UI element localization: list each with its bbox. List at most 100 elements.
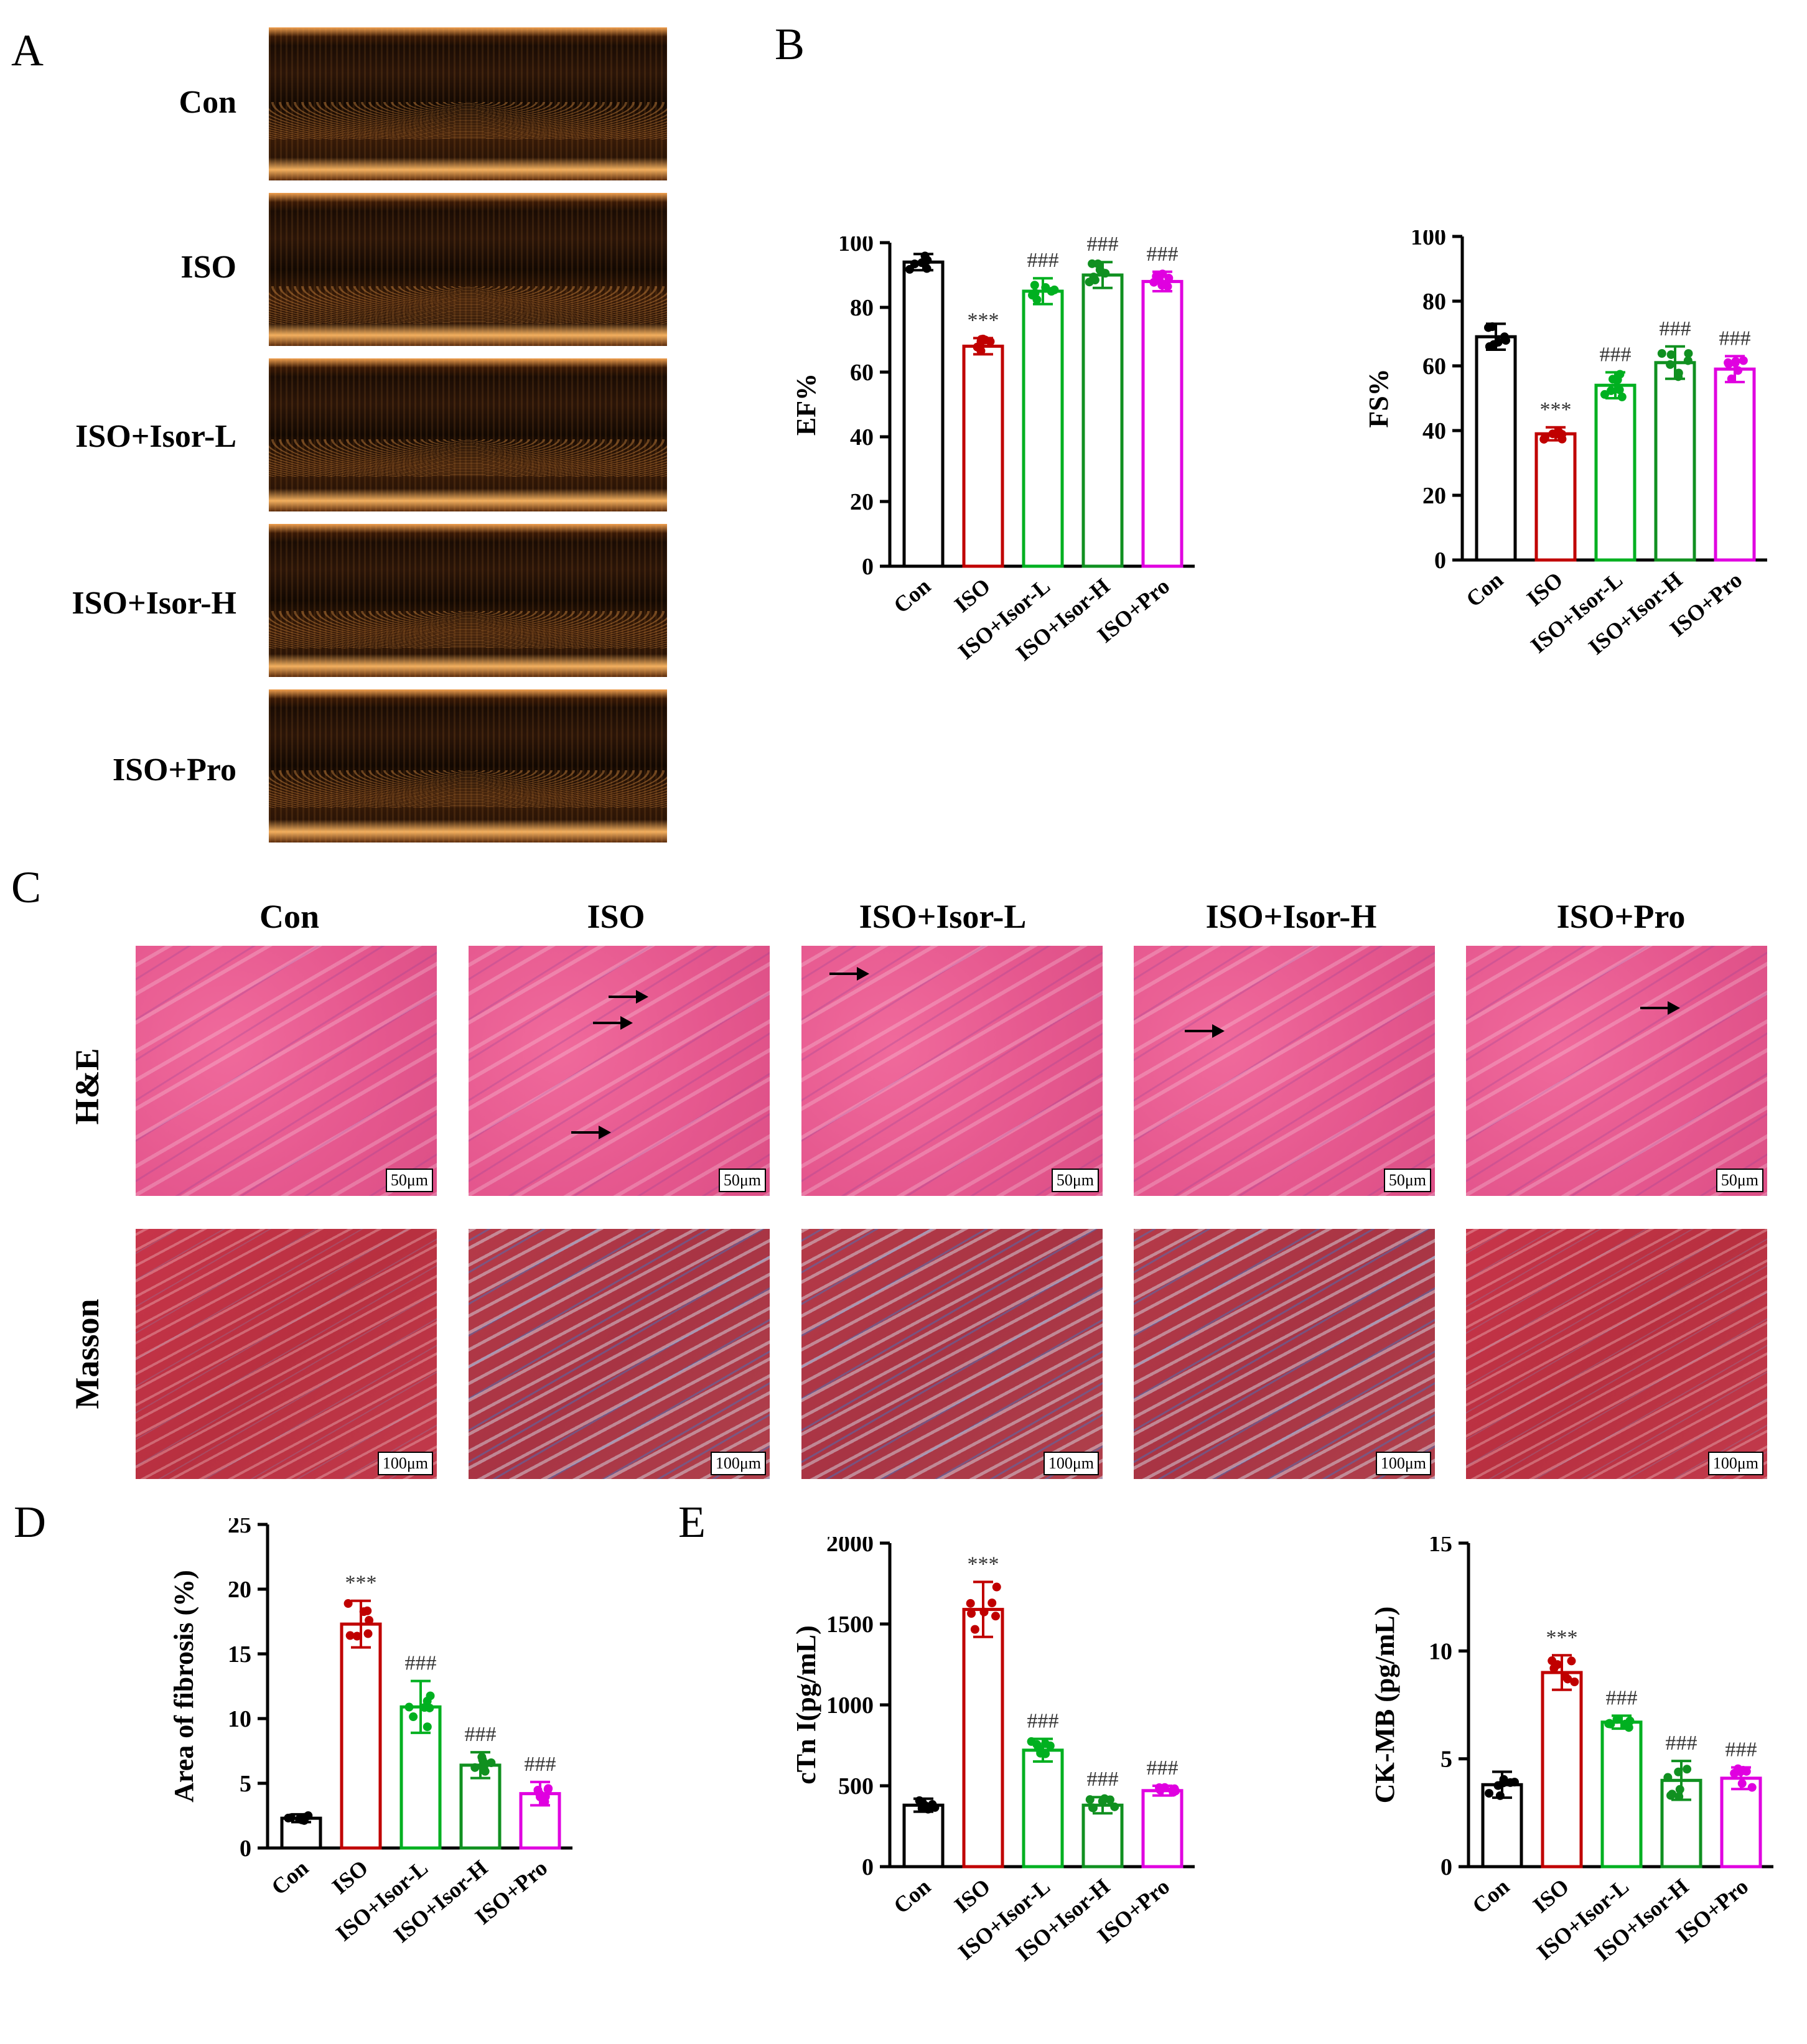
data-point (1724, 359, 1734, 368)
data-point (1088, 1803, 1097, 1813)
echo-image-isor-h (269, 524, 667, 677)
significance-label: ### (1719, 327, 1751, 350)
data-point (1735, 1767, 1745, 1776)
echo-image-iso (269, 193, 667, 346)
y-axis-label: Area of fibrosis (%) (169, 1570, 199, 1803)
data-point (1047, 287, 1056, 296)
data-point (923, 256, 932, 265)
bar (1714, 367, 1756, 562)
data-point (967, 1609, 976, 1618)
category-label: Con (1467, 1874, 1514, 1918)
significance-label: ### (405, 1652, 437, 1675)
data-point (1093, 259, 1103, 268)
masson-image-pro: 100μm (1466, 1229, 1767, 1479)
panel-letter-b: B (775, 19, 805, 69)
data-point (1101, 269, 1110, 278)
histology-col-iso: ISO (587, 898, 645, 935)
data-point (297, 1815, 307, 1824)
arrow-icon (829, 967, 869, 981)
he-image-isor-l: 50μm (801, 946, 1103, 1196)
echo-label-iso: ISO (180, 250, 236, 285)
significance-label: ### (1027, 249, 1059, 272)
y-tick-label: 5 (1440, 1747, 1452, 1773)
data-point (1164, 273, 1174, 282)
masson-image-isor-l: 100μm (801, 1229, 1103, 1479)
histology-row-masson: Masson (68, 1299, 106, 1409)
data-point (1100, 1794, 1109, 1803)
data-point (1734, 366, 1743, 375)
data-point (1607, 386, 1616, 395)
y-tick-label: 20 (1422, 483, 1446, 509)
data-point (988, 1598, 997, 1608)
y-tick-label: 1500 (826, 1612, 874, 1638)
data-point (1727, 374, 1736, 383)
category-label: Con (889, 573, 935, 618)
data-point (352, 1631, 362, 1641)
data-point (409, 1712, 418, 1722)
category-label: ISO (1528, 1874, 1574, 1918)
bar (1022, 289, 1064, 568)
bar (1141, 1789, 1184, 1869)
histology-col-pro: ISO+Pro (1556, 898, 1686, 935)
bar (1594, 383, 1637, 562)
data-point (1666, 360, 1675, 369)
scale-bar: 50μm (718, 1169, 766, 1192)
data-point (1674, 368, 1683, 378)
y-tick-label: 100 (1411, 230, 1446, 250)
y-tick-label: 500 (838, 1773, 874, 1799)
y-tick-label: 80 (850, 295, 874, 321)
data-point (981, 335, 990, 345)
data-point (1484, 1789, 1493, 1798)
echo-label-isor-l: ISO+Isor-L (75, 419, 236, 454)
category-label: Con (1461, 567, 1508, 612)
data-point (284, 1813, 293, 1822)
data-point (1501, 336, 1511, 345)
y-tick-label: 60 (1422, 353, 1446, 380)
data-point (1657, 349, 1666, 358)
scale-bar: 100μm (1043, 1452, 1099, 1475)
data-point (1737, 1779, 1747, 1788)
data-point (1683, 1765, 1692, 1774)
data-point (1156, 1786, 1165, 1795)
data-point (1625, 1716, 1635, 1725)
data-point (979, 1607, 989, 1617)
significance-label: ### (1600, 343, 1632, 366)
data-point (922, 264, 932, 273)
data-point (1674, 1767, 1683, 1776)
y-tick-label: 0 (1440, 1854, 1452, 1880)
bar (340, 1622, 382, 1850)
significance-label: *** (345, 1572, 377, 1595)
significance-label: *** (1540, 398, 1572, 421)
category-label: ISO (327, 1855, 373, 1899)
data-point (1675, 1785, 1684, 1794)
data-point (1663, 1773, 1673, 1782)
data-point (404, 1702, 414, 1712)
category-label: Con (889, 1874, 935, 1918)
data-point (970, 1625, 979, 1634)
significance-label: ### (1027, 1710, 1059, 1733)
y-tick-label: 0 (240, 1836, 251, 1862)
data-point (973, 342, 982, 352)
data-point (535, 1792, 544, 1801)
y-tick-label: 1000 (826, 1692, 874, 1719)
data-point (363, 1629, 373, 1638)
scale-bar: 100μm (710, 1452, 766, 1475)
data-point (1110, 1802, 1119, 1811)
scale-bar: 100μm (1707, 1452, 1763, 1475)
data-point (1489, 340, 1498, 349)
panel-letter-c: C (11, 862, 42, 912)
significance-label: ### (525, 1753, 556, 1776)
significance-label: ### (1147, 1757, 1179, 1780)
chart-ef: 020406080100EF%Con***ISO###ISO+Isor-L###… (791, 236, 1195, 666)
y-tick-label: 40 (850, 424, 874, 450)
data-point (1030, 281, 1039, 290)
scale-bar: 50μm (385, 1169, 433, 1192)
panel-letter-a: A (11, 26, 44, 75)
arrow-icon (593, 1016, 633, 1030)
y-tick-label: 0 (862, 554, 874, 580)
bar (1475, 335, 1517, 562)
echo-image-isor-l (269, 358, 667, 511)
histology-col-isor-l: ISO+Isor-L (859, 898, 1027, 935)
bar (902, 260, 945, 568)
